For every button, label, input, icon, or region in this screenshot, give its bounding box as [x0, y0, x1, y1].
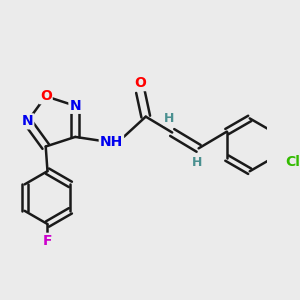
- Text: N: N: [70, 99, 81, 113]
- Text: Cl: Cl: [286, 154, 300, 169]
- Text: H: H: [192, 156, 202, 169]
- Text: F: F: [43, 234, 52, 248]
- Text: NH: NH: [100, 135, 123, 149]
- Text: H: H: [164, 112, 175, 125]
- Text: N: N: [22, 114, 33, 128]
- Text: O: O: [134, 76, 146, 90]
- Text: O: O: [40, 89, 52, 103]
